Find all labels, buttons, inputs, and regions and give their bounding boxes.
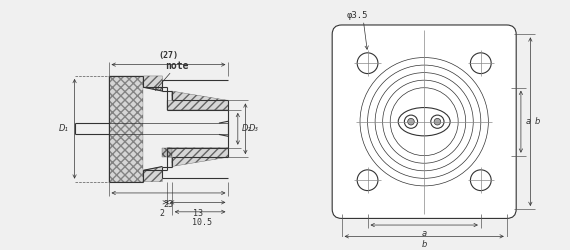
Text: 23: 23 bbox=[164, 200, 173, 208]
Text: 10.5: 10.5 bbox=[192, 218, 212, 228]
Circle shape bbox=[434, 118, 441, 125]
Text: D₂: D₂ bbox=[242, 124, 251, 133]
Text: D₃: D₃ bbox=[249, 124, 259, 133]
Polygon shape bbox=[108, 76, 144, 182]
Circle shape bbox=[431, 115, 444, 128]
Polygon shape bbox=[162, 148, 172, 157]
Text: D₁: D₁ bbox=[59, 124, 69, 133]
FancyBboxPatch shape bbox=[332, 25, 516, 218]
Text: φ3.5: φ3.5 bbox=[347, 11, 368, 20]
Circle shape bbox=[357, 53, 378, 74]
Text: 2: 2 bbox=[160, 209, 165, 218]
Circle shape bbox=[357, 170, 378, 190]
Circle shape bbox=[408, 118, 414, 125]
Text: a: a bbox=[526, 117, 531, 126]
Circle shape bbox=[404, 115, 418, 128]
Circle shape bbox=[470, 53, 491, 74]
Circle shape bbox=[470, 170, 491, 190]
Polygon shape bbox=[144, 76, 162, 91]
Text: a: a bbox=[422, 229, 427, 238]
Polygon shape bbox=[167, 91, 229, 110]
Text: b: b bbox=[421, 240, 427, 249]
Polygon shape bbox=[144, 166, 162, 182]
Text: (27): (27) bbox=[158, 51, 178, 60]
Text: 13: 13 bbox=[193, 209, 203, 218]
Text: b: b bbox=[535, 117, 540, 126]
Text: note: note bbox=[165, 61, 188, 71]
Polygon shape bbox=[167, 148, 229, 167]
